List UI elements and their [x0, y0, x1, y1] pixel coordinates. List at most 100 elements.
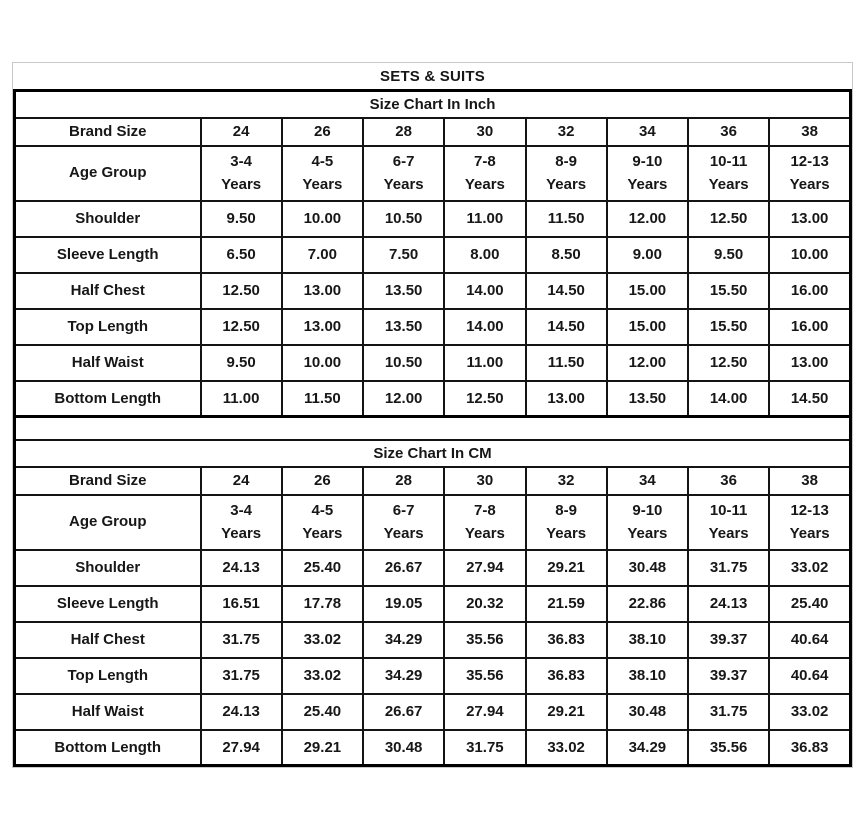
measurement-value: 33.02 [524, 728, 608, 767]
measurement-value: 36.83 [524, 620, 608, 659]
measurement-row: Top Length 12.50 13.00 13.50 14.00 14.50 15.00… [13, 307, 852, 346]
spacer-row [13, 415, 852, 441]
measurement-value: 40.64 [768, 620, 852, 659]
measurement-value: 10.50 [361, 199, 446, 238]
brand-size-value: 34 [605, 116, 690, 147]
measurement-row: Half Waist 9.50 10.00 10.50 11.00 11.50 12.00 1… [13, 343, 852, 382]
measurement-value: 34.29 [361, 656, 446, 695]
section-title-row: Size Chart In Inch [13, 89, 852, 119]
measurement-value: 12.50 [443, 379, 527, 418]
brand-size-row: Brand Size 24 26 28 30 32 34 36 38 [13, 116, 852, 147]
measurement-value: 9.50 [199, 199, 283, 238]
age-group-value: 10-11 Years [686, 144, 771, 202]
age-group-value: 9-10 Years [605, 144, 690, 202]
measurement-value: 12.50 [686, 343, 771, 382]
measurement-value: 7.00 [280, 235, 365, 274]
measurement-value: 38.10 [605, 620, 690, 659]
brand-size-value: 28 [361, 465, 446, 496]
measurement-value: 31.75 [199, 656, 283, 695]
brand-size-value: 26 [280, 465, 365, 496]
measurement-value: 27.94 [199, 728, 283, 767]
brand-size-value: 26 [280, 116, 365, 147]
brand-size-value: 34 [605, 465, 690, 496]
measurement-value: 10.00 [280, 343, 365, 382]
measurement-value: 25.40 [280, 692, 365, 731]
measurement-value: 11.00 [199, 379, 283, 418]
measurement-row: Bottom Length 27.94 29.21 30.48 31.75 33.02 34… [13, 728, 852, 767]
brand-size-value: 38 [768, 116, 852, 147]
measurement-label: Half Waist [13, 343, 202, 382]
measurement-value: 8.50 [524, 235, 608, 274]
age-group-value: 10-11 Years [686, 493, 771, 551]
measurement-value: 33.02 [768, 548, 852, 587]
measurement-value: 13.00 [768, 343, 852, 382]
measurement-value: 30.48 [605, 692, 690, 731]
measurement-label: Bottom Length [13, 728, 202, 767]
measurement-value: 10.50 [361, 343, 446, 382]
measurement-value: 31.75 [199, 620, 283, 659]
age-group-value: 3-4 Years [199, 493, 283, 551]
age-group-value: 12-13 Years [768, 144, 852, 202]
measurement-row: Half Waist 24.13 25.40 26.67 27.94 29.21 30.48… [13, 692, 852, 731]
measurement-value: 11.50 [524, 199, 608, 238]
measurement-value: 13.00 [768, 199, 852, 238]
measurement-row: Half Chest 12.50 13.00 13.50 14.00 14.50 15.00… [13, 271, 852, 310]
age-group-value: 3-4 Years [199, 144, 283, 202]
measurement-label: Half Chest [13, 271, 202, 310]
measurement-label: Bottom Length [13, 379, 202, 418]
measurement-label: Top Length [13, 307, 202, 346]
measurement-value: 11.00 [443, 343, 527, 382]
brand-size-value: 38 [768, 465, 852, 496]
measurement-value: 33.02 [280, 620, 365, 659]
age-group-value: 6-7 Years [361, 493, 446, 551]
measurement-value: 36.83 [524, 656, 608, 695]
brand-size-value: 28 [361, 116, 446, 147]
measurement-value: 19.05 [361, 584, 446, 623]
brand-size-label: Brand Size [13, 116, 202, 147]
measurement-value: 15.50 [686, 307, 771, 346]
measurement-value: 29.21 [524, 692, 608, 731]
measurement-label: Top Length [13, 656, 202, 695]
measurement-value: 9.50 [686, 235, 771, 274]
measurement-value: 26.67 [361, 692, 446, 731]
age-group-label: Age Group [13, 493, 202, 551]
brand-size-value: 36 [686, 116, 771, 147]
measurement-row: Sleeve Length 6.50 7.00 7.50 8.00 8.50 9.00 9.5… [13, 235, 852, 274]
measurement-value: 9.00 [605, 235, 690, 274]
age-group-value: 7-8 Years [443, 493, 527, 551]
measurement-value: 27.94 [443, 548, 527, 587]
measurement-value: 33.02 [280, 656, 365, 695]
measurement-value: 14.00 [443, 307, 527, 346]
measurement-value: 15.00 [605, 307, 690, 346]
measurement-value: 13.00 [280, 271, 365, 310]
measurement-label: Shoulder [13, 199, 202, 238]
measurement-value: 12.00 [361, 379, 446, 418]
measurement-value: 10.00 [768, 235, 852, 274]
measurement-value: 9.50 [199, 343, 283, 382]
brand-size-value: 24 [199, 116, 283, 147]
measurement-value: 12.00 [605, 199, 690, 238]
brand-size-value: 30 [443, 465, 527, 496]
measurement-value: 35.56 [686, 728, 771, 767]
measurement-value: 30.48 [361, 728, 446, 767]
measurement-value: 22.86 [605, 584, 690, 623]
measurement-value: 30.48 [605, 548, 690, 587]
brand-size-value: 36 [686, 465, 771, 496]
measurement-value: 29.21 [280, 728, 365, 767]
measurement-value: 33.02 [768, 692, 852, 731]
section-title: Size Chart In CM [13, 438, 852, 468]
measurement-value: 34.29 [605, 728, 690, 767]
section-title-row: Size Chart In CM [13, 438, 852, 468]
brand-size-value: 32 [524, 116, 608, 147]
measurement-value: 14.00 [443, 271, 527, 310]
measurement-value: 25.40 [768, 584, 852, 623]
measurement-value: 16.51 [199, 584, 283, 623]
measurement-value: 13.50 [361, 271, 446, 310]
measurement-row: Half Chest 31.75 33.02 34.29 35.56 36.83 38.10… [13, 620, 852, 659]
measurement-value: 36.83 [768, 728, 852, 767]
spacer-cell [13, 415, 852, 441]
brand-size-value: 30 [443, 116, 527, 147]
measurement-value: 13.00 [524, 379, 608, 418]
measurement-value: 17.78 [280, 584, 365, 623]
measurement-value: 13.50 [605, 379, 690, 418]
